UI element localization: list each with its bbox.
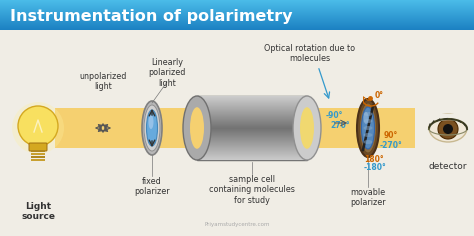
- FancyBboxPatch shape: [31, 156, 45, 158]
- Text: -180°: -180°: [364, 164, 387, 173]
- Bar: [0, 26, 474, 27]
- Text: Instrumentation of polarimetry: Instrumentation of polarimetry: [10, 8, 292, 24]
- FancyBboxPatch shape: [29, 143, 47, 151]
- Bar: [0, 12, 474, 13]
- Bar: [0, 1, 474, 2]
- Ellipse shape: [364, 140, 373, 144]
- FancyBboxPatch shape: [197, 96, 307, 160]
- Ellipse shape: [357, 99, 379, 157]
- FancyBboxPatch shape: [31, 153, 45, 155]
- Bar: [0, 17, 474, 18]
- Bar: [0, 18, 474, 19]
- Bar: [0, 22, 474, 23]
- Bar: [0, 21, 474, 22]
- Bar: [0, 24, 474, 25]
- Ellipse shape: [293, 96, 321, 160]
- Bar: [0, 20, 474, 21]
- Circle shape: [12, 102, 64, 154]
- Polygon shape: [55, 108, 58, 148]
- Ellipse shape: [364, 126, 373, 130]
- Ellipse shape: [359, 103, 376, 153]
- Ellipse shape: [144, 105, 160, 151]
- Text: Light
source: Light source: [21, 202, 55, 221]
- Ellipse shape: [148, 115, 154, 129]
- Ellipse shape: [364, 112, 368, 124]
- Ellipse shape: [362, 107, 374, 149]
- Bar: [0, 11, 474, 12]
- Ellipse shape: [429, 114, 467, 142]
- Circle shape: [438, 119, 458, 139]
- Text: -270°: -270°: [380, 142, 403, 151]
- FancyBboxPatch shape: [55, 108, 415, 148]
- Circle shape: [443, 124, 453, 134]
- Bar: [0, 23, 474, 24]
- Bar: [0, 9, 474, 10]
- Ellipse shape: [300, 107, 314, 149]
- Text: 270°: 270°: [330, 122, 350, 131]
- Ellipse shape: [364, 133, 373, 137]
- Bar: [0, 10, 474, 11]
- FancyBboxPatch shape: [0, 30, 474, 236]
- FancyBboxPatch shape: [31, 150, 45, 152]
- Circle shape: [18, 106, 58, 146]
- Bar: [0, 4, 474, 5]
- Bar: [0, 28, 474, 29]
- Bar: [0, 29, 474, 30]
- FancyBboxPatch shape: [31, 159, 45, 161]
- Bar: [0, 6, 474, 7]
- Text: movable
polarizer: movable polarizer: [350, 188, 386, 207]
- Text: 180°: 180°: [364, 156, 383, 164]
- Bar: [0, 2, 474, 3]
- Text: fixed
polarizer: fixed polarizer: [134, 177, 170, 196]
- Bar: [0, 14, 474, 15]
- Bar: [0, 8, 474, 9]
- Bar: [0, 25, 474, 26]
- Text: Linearly
polarized
light: Linearly polarized light: [148, 58, 186, 88]
- Text: Optical rotation due to
molecules: Optical rotation due to molecules: [264, 44, 356, 63]
- Bar: [0, 15, 474, 16]
- Text: detector: detector: [429, 162, 467, 171]
- Text: -90°: -90°: [326, 111, 343, 121]
- Bar: [0, 0, 474, 1]
- Ellipse shape: [146, 110, 157, 146]
- Ellipse shape: [142, 101, 162, 155]
- Ellipse shape: [364, 119, 373, 123]
- Text: 90°: 90°: [384, 131, 398, 140]
- Bar: [0, 19, 474, 20]
- Bar: [0, 13, 474, 14]
- Ellipse shape: [364, 112, 373, 116]
- Text: 0°: 0°: [375, 92, 384, 101]
- Bar: [0, 16, 474, 17]
- Ellipse shape: [190, 107, 204, 149]
- Text: unpolarized
light: unpolarized light: [79, 72, 127, 91]
- Bar: [0, 27, 474, 28]
- Bar: [0, 3, 474, 4]
- Text: Priyamstudycentre.com: Priyamstudycentre.com: [204, 222, 270, 227]
- Text: sample cell
containing molecules
for study: sample cell containing molecules for stu…: [209, 175, 295, 205]
- Ellipse shape: [183, 96, 211, 160]
- Bar: [0, 5, 474, 6]
- Bar: [0, 7, 474, 8]
